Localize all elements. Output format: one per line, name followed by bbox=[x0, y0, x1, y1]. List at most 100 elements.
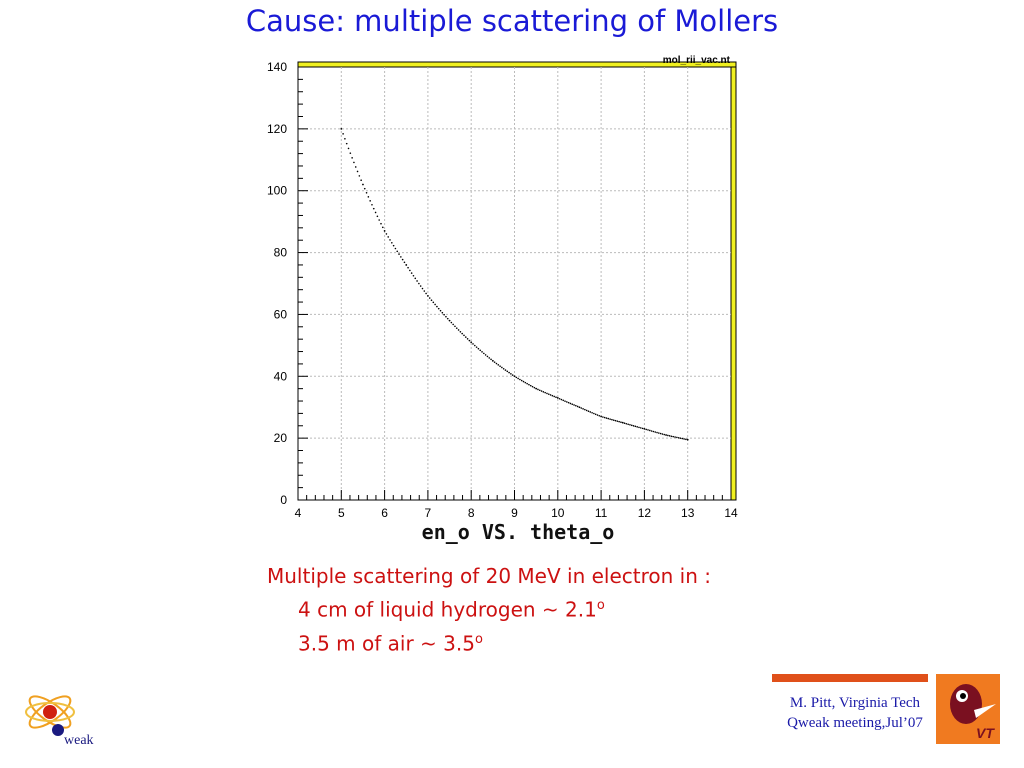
y-tick-label: 40 bbox=[274, 369, 288, 383]
data-point-interp bbox=[569, 402, 572, 405]
data-point-interp bbox=[670, 435, 673, 438]
data-point-interp bbox=[663, 433, 666, 436]
data-point-interp bbox=[421, 287, 424, 290]
y-tick-label: 20 bbox=[274, 431, 288, 445]
data-point-interp bbox=[474, 344, 476, 347]
data-point-interp bbox=[677, 436, 680, 439]
data-point-interp bbox=[520, 379, 523, 382]
data-point-interp bbox=[455, 327, 458, 329]
qweak-logo-text: weak bbox=[64, 733, 94, 748]
data-point-interp bbox=[519, 378, 521, 381]
data-point-interp bbox=[587, 410, 590, 412]
data-point-interp bbox=[634, 425, 637, 428]
data-point-interp bbox=[575, 404, 577, 407]
data-point-interp bbox=[391, 241, 393, 244]
data-point-interp bbox=[612, 419, 615, 421]
caption-line-1: Multiple scattering of 20 MeV in electro… bbox=[267, 564, 711, 588]
caption-line-3: 3.5 m of air ~ 3.5o bbox=[298, 631, 483, 656]
data-point bbox=[621, 421, 624, 424]
data-point bbox=[665, 434, 667, 436]
y-tick-label: 100 bbox=[267, 184, 287, 198]
data-point-interp bbox=[605, 417, 608, 419]
x-tick-label: 7 bbox=[425, 506, 432, 520]
data-point-interp bbox=[481, 351, 483, 353]
data-point-interp bbox=[531, 385, 534, 388]
data-point-interp bbox=[573, 404, 575, 406]
data-point-interp bbox=[555, 396, 557, 398]
x-tick-label: 11 bbox=[595, 506, 608, 520]
data-point-interp bbox=[486, 355, 489, 358]
data-point-interp bbox=[566, 401, 568, 403]
data-point-interp bbox=[432, 301, 435, 304]
data-point-interp bbox=[551, 394, 554, 397]
data-point-interp bbox=[623, 422, 626, 425]
data-point-interp bbox=[560, 398, 563, 401]
data-point-interp bbox=[544, 391, 546, 394]
data-point-interp bbox=[681, 437, 684, 440]
data-point-interp bbox=[430, 299, 433, 302]
data-point-interp bbox=[452, 323, 454, 326]
data-point-interp bbox=[385, 233, 388, 235]
data-point-interp bbox=[591, 411, 593, 414]
data-point-interp bbox=[580, 407, 583, 409]
data-point-interp bbox=[537, 388, 539, 391]
data-point-interp bbox=[584, 408, 586, 411]
y-tick-label: 60 bbox=[274, 307, 288, 321]
data-point-interp bbox=[609, 418, 611, 420]
data-point-interp bbox=[347, 147, 350, 150]
axis-ticks bbox=[297, 66, 732, 501]
data-point-interp bbox=[353, 161, 355, 164]
slide-title: Cause: multiple scattering of Mollers bbox=[245, 4, 779, 38]
y-tick-labels: 0 20 40 60 80 100 120 140 bbox=[267, 60, 287, 507]
y-tick-label: 80 bbox=[274, 246, 288, 260]
chart: 4 5 6 7 8 9 10 11 12 13 14 0 20 40 60 80 100 120 140 mol_… bbox=[267, 55, 738, 520]
data-point-interp bbox=[387, 236, 390, 238]
data-point-interp bbox=[632, 425, 635, 427]
data-point-interp bbox=[428, 297, 431, 299]
data-point-interp bbox=[468, 339, 471, 342]
data-point-interp bbox=[524, 381, 527, 384]
x-tick-label: 5 bbox=[338, 506, 345, 520]
data-point-interp bbox=[562, 399, 565, 402]
data-point-interp bbox=[425, 292, 427, 295]
footer-accent-bar bbox=[772, 674, 928, 682]
x-tick-label: 10 bbox=[551, 506, 565, 520]
data-point-interp bbox=[464, 336, 467, 338]
data-point-interp bbox=[659, 432, 662, 435]
data-point-interp bbox=[654, 431, 657, 433]
data-point-interp bbox=[441, 311, 444, 314]
data-point-interp bbox=[647, 429, 649, 431]
data-point-interp bbox=[389, 239, 391, 241]
data-point-interp bbox=[526, 382, 528, 385]
x-tick-labels: 4 5 6 7 8 9 10 11 12 13 14 bbox=[295, 506, 738, 520]
data-point-interp bbox=[484, 354, 487, 356]
data-point-interp bbox=[558, 397, 561, 400]
degree-mark: o bbox=[474, 631, 483, 647]
data-point-interp bbox=[369, 200, 371, 202]
data-point-interp bbox=[594, 413, 597, 416]
data-point-interp bbox=[396, 250, 399, 253]
data-point-interp bbox=[380, 222, 382, 225]
data-point-interp bbox=[517, 377, 519, 380]
stats-label: mol_rii_vac.nt bbox=[663, 55, 731, 66]
data-point-interp bbox=[445, 315, 447, 318]
data-point-interp bbox=[436, 305, 438, 308]
x-tick-label: 9 bbox=[511, 506, 518, 520]
data-point-interp bbox=[585, 409, 588, 412]
data-point-interp bbox=[439, 309, 442, 312]
data-point-interp bbox=[495, 362, 498, 365]
data-point-interp bbox=[627, 423, 629, 426]
qweak-logo: weak bbox=[25, 695, 94, 748]
data-point-interp bbox=[472, 343, 474, 345]
data-point-interp bbox=[363, 187, 366, 190]
data-point-interp bbox=[497, 364, 500, 366]
data-point-interp bbox=[553, 395, 555, 398]
data-point-interp bbox=[450, 321, 453, 324]
data-point-interp bbox=[345, 142, 348, 145]
caption: Multiple scattering of 20 MeV in electro… bbox=[267, 562, 711, 658]
data-point-interp bbox=[488, 357, 491, 359]
y-tick-label: 120 bbox=[267, 122, 287, 136]
x-tick-label: 6 bbox=[381, 506, 388, 520]
data-point-interp bbox=[342, 133, 344, 135]
data-point-interp bbox=[443, 313, 445, 316]
